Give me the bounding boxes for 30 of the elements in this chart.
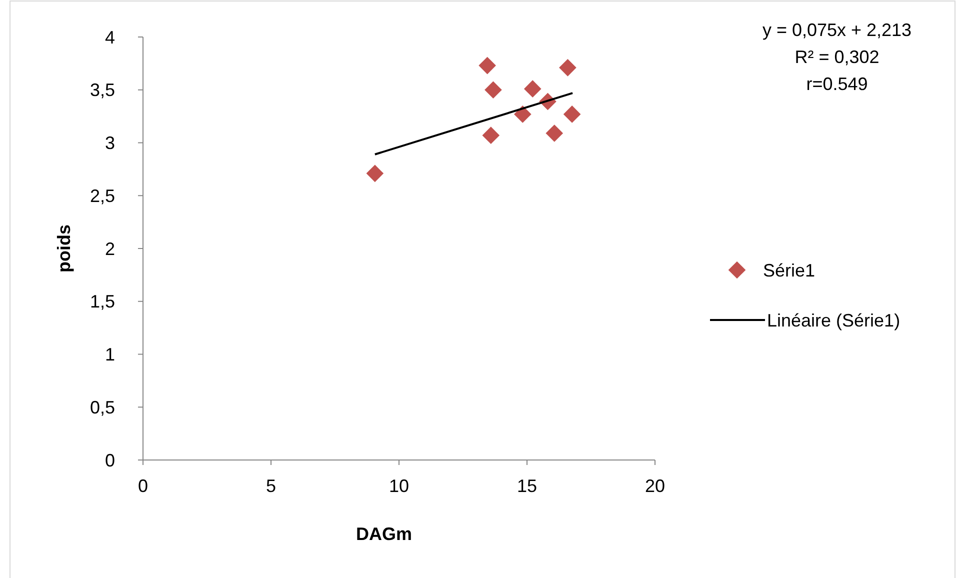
point (484, 81, 502, 99)
point (478, 56, 496, 74)
y-tick-label: 0 (104, 450, 115, 470)
y-tick-label: 4 (104, 27, 115, 48)
x-tick-label: 5 (266, 476, 276, 496)
y-tick-label: 2,5 (90, 186, 115, 206)
point (559, 59, 576, 76)
y-tick-label: 1 (104, 344, 115, 365)
point (563, 106, 581, 123)
x-tick-label: 10 (388, 476, 410, 496)
x-tick-label: 20 (644, 476, 666, 496)
legend-label: Série1 (763, 260, 816, 280)
point (482, 126, 500, 144)
x-tick-label: 0 (138, 476, 148, 496)
y-tick-label: 1,5 (90, 292, 115, 312)
y-tick-label: 3,5 (90, 80, 115, 100)
text: R² = 0,302 (794, 47, 880, 67)
y-tick-label: 0,5 (90, 397, 115, 418)
point (366, 164, 384, 182)
point (514, 106, 532, 123)
point (524, 80, 542, 98)
legend-label: Linéaire (Série1) (767, 310, 900, 330)
text: y = 0,075x + 2,213 (762, 20, 912, 40)
x-axis-title: DAGm (356, 524, 412, 544)
y-tick-label: 2 (104, 238, 115, 259)
x-tick-label: 15 (516, 476, 538, 496)
text: r=0.549 (806, 74, 868, 94)
y-tick-label: 3 (104, 133, 115, 154)
y-axis-title: poids (54, 224, 74, 272)
point (546, 124, 564, 142)
